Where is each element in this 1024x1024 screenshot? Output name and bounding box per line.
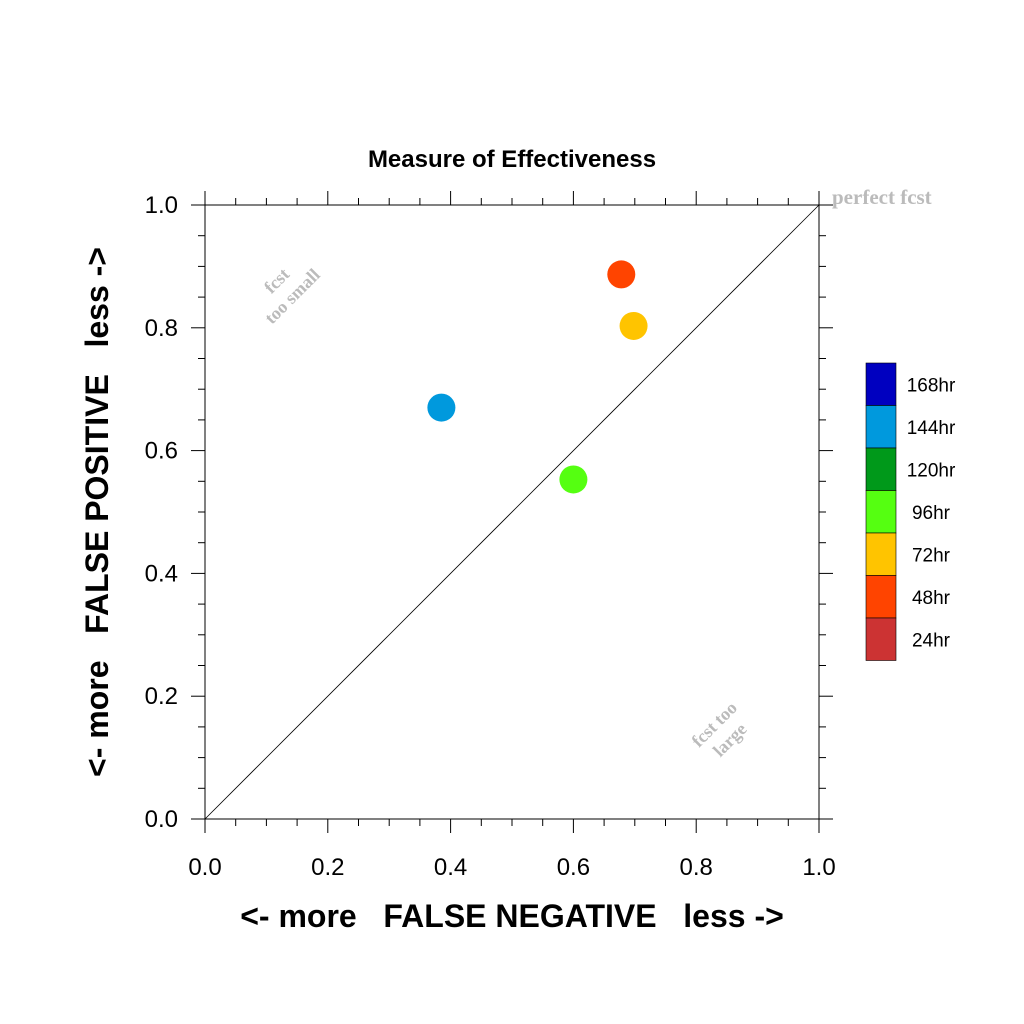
annotation-perfect-fcst: perfect fcst <box>832 185 932 209</box>
legend-label-120hr: 120hr <box>907 460 956 481</box>
data-points <box>427 260 648 494</box>
x-tick-label: 1.0 <box>802 854 835 881</box>
y-tick-label: 0.4 <box>145 560 178 587</box>
legend: 168hr 144hr 120hr 96hr 72hr 48hr 24hr <box>865 362 956 661</box>
data-point-96hr <box>559 465 588 494</box>
y-tick-label: 0.6 <box>145 438 178 465</box>
y-tick-label: 0.2 <box>145 683 178 710</box>
x-tick-label: 0.8 <box>680 854 713 881</box>
legend-label-168hr: 168hr <box>907 375 956 396</box>
y-axis-label: <- more FALSE POSITIVE less -> <box>79 247 115 777</box>
annotation-group: perfect fcst fcst too small fcst too lar… <box>260 185 932 761</box>
legend-swatch-96hr <box>865 490 897 534</box>
legend-label-96hr: 96hr <box>912 503 951 524</box>
legend-swatch-48hr <box>865 575 897 619</box>
tick-marks <box>191 191 833 833</box>
x-tick-label: 0.6 <box>557 854 590 881</box>
legend-swatch-120hr <box>865 447 897 491</box>
diagonal-line <box>204 204 820 820</box>
legend-label-144hr: 144hr <box>907 418 956 439</box>
data-point-48hr <box>607 260 636 289</box>
y-tick-label: 0.0 <box>145 806 178 833</box>
legend-label-24hr: 24hr <box>912 630 951 651</box>
legend-swatch-168hr <box>865 362 897 406</box>
legend-label-72hr: 72hr <box>912 545 951 566</box>
chart-title: Measure of Effectiveness <box>368 146 656 173</box>
y-tick-label: 0.8 <box>145 315 178 342</box>
y-tick-labels: 0.0 0.2 0.4 0.6 0.8 1.0 <box>145 192 178 833</box>
x-tick-label: 0.2 <box>311 854 344 881</box>
x-tick-labels: 0.0 0.2 0.4 0.6 0.8 1.0 <box>188 854 835 881</box>
x-tick-label: 0.4 <box>434 854 467 881</box>
y-tick-label: 1.0 <box>145 192 178 219</box>
legend-label-48hr: 48hr <box>912 588 951 609</box>
x-tick-label: 0.0 <box>188 854 221 881</box>
legend-swatch-24hr <box>865 617 897 661</box>
data-point-144hr <box>427 393 456 422</box>
data-point-72hr <box>619 311 648 340</box>
plot-area <box>191 191 833 833</box>
legend-swatch-144hr <box>865 405 897 449</box>
legend-swatch-72hr <box>865 532 897 576</box>
x-axis-label: <- more FALSE NEGATIVE less -> <box>240 898 784 934</box>
